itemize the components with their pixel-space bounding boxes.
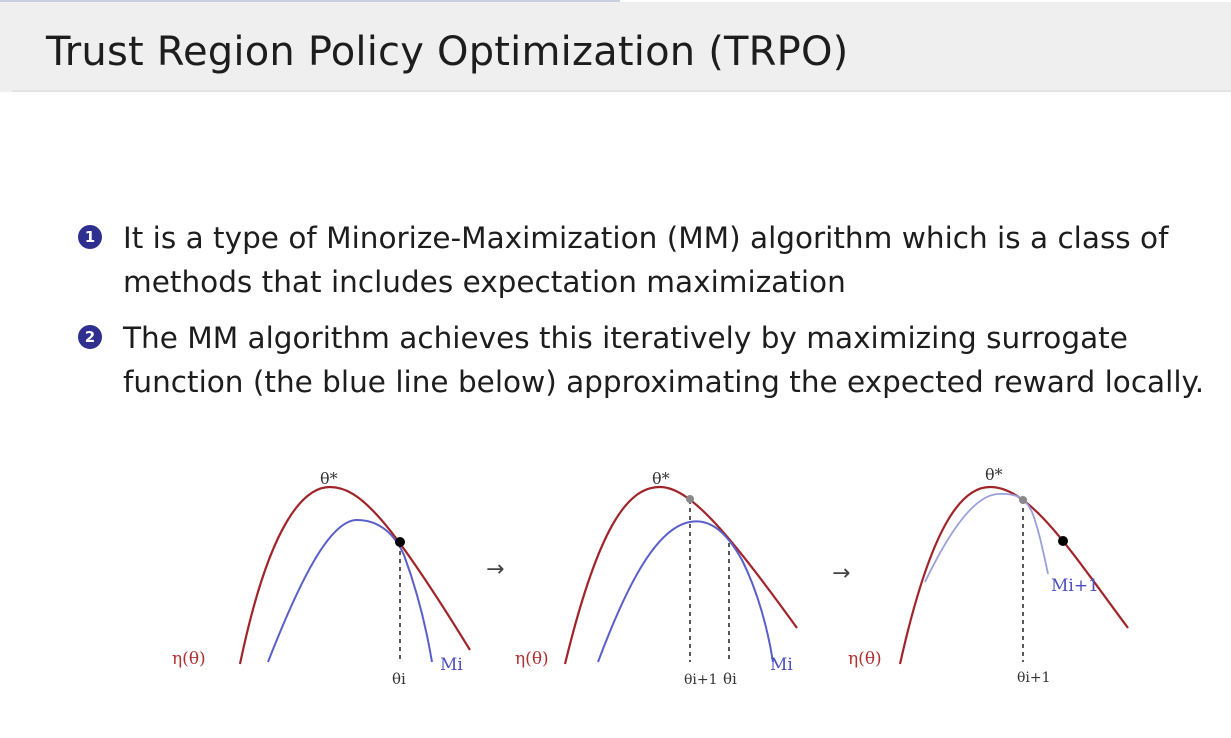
surrogate-curve-1 [267,518,433,663]
eta-label-1: η(θ) [172,649,206,669]
theta-mark-3a: θi+1 [1017,670,1051,686]
arrow-2: → [832,561,850,586]
theta-mark-2a: θi+1 [684,672,718,688]
surrogate-label-1: Mi [440,655,463,675]
bullet-text-1: It is a type of Minorize-Maximization (M… [123,221,1169,299]
panel-1: θ* η(θ) θi Mi [172,469,471,688]
theta-star-label-1: θ* [320,469,338,488]
surrogate-label-3: Mi+1 [1051,576,1099,596]
objective-curve-3 [898,485,1129,665]
title-bar: Trust Region Policy Optimization (TRPO) [0,2,1231,92]
title-separator [12,90,1231,92]
bullet-number-2: 2 [78,325,102,349]
top-rule [0,0,620,2]
touch-point-2 [686,495,694,503]
eta-label-3: η(θ) [848,649,882,669]
theta-mark-1a: θi [392,670,406,688]
panel-3: θ* η(θ) θi+1 Mi+1 [848,465,1129,686]
surrogate-curve-3 [924,492,1049,583]
touch-point-3a [1019,496,1027,504]
eta-label-2: η(θ) [515,649,549,669]
touch-point-1 [395,537,405,547]
touch-point-3b [1058,536,1068,546]
theta-star-label-3: θ* [985,465,1003,484]
surrogate-curve-2 [597,520,774,663]
arrow-1: → [486,557,504,582]
theta-star-label-2: θ* [652,469,670,488]
slide-title: Trust Region Policy Optimization (TRPO) [46,29,849,75]
theta-mark-2b: θi [723,670,737,688]
panel-2: θ* η(θ) θi+1 θi Mi [515,469,798,688]
bullet-number-1: 1 [78,225,102,249]
objective-curve-1 [238,485,471,665]
surrogate-label-2: Mi [770,655,793,675]
objective-curve-2 [563,485,798,665]
bullet-text-2: The MM algorithm achieves this iterative… [123,321,1205,399]
